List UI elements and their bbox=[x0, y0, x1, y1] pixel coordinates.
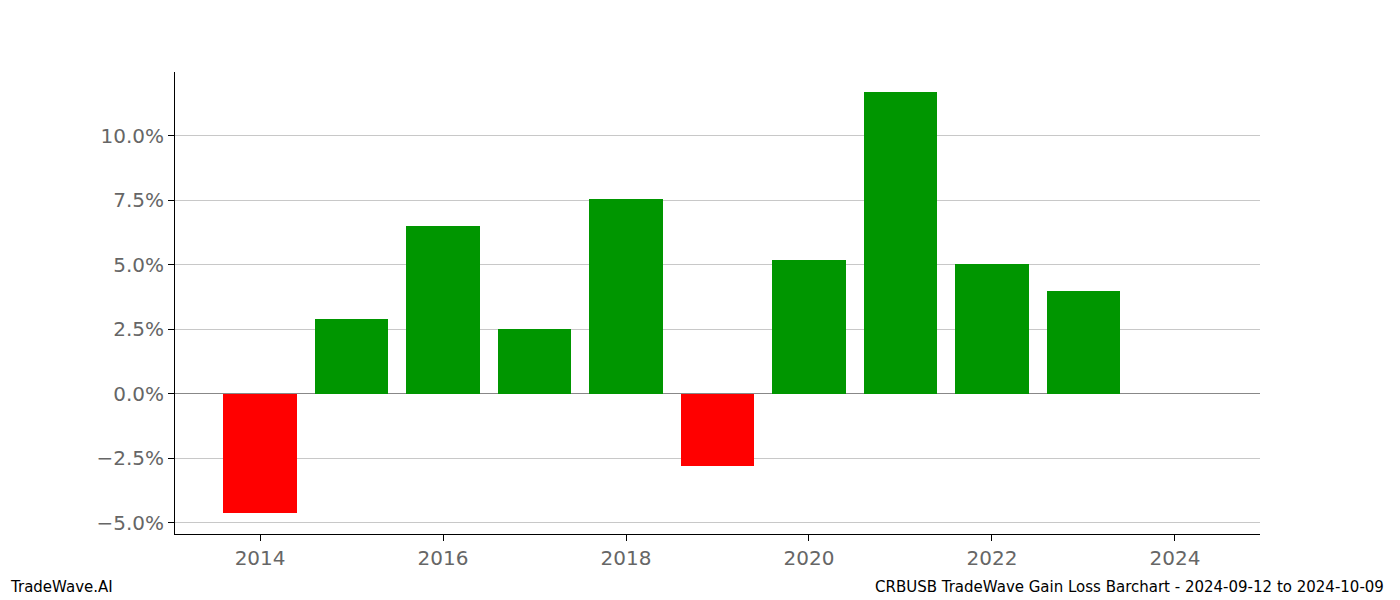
svg-text:2.5%: 2.5% bbox=[113, 317, 164, 341]
svg-text:2016: 2016 bbox=[418, 546, 469, 570]
svg-text:2024: 2024 bbox=[1149, 546, 1200, 570]
svg-text:10.0%: 10.0% bbox=[100, 124, 164, 148]
svg-text:2014: 2014 bbox=[235, 546, 286, 570]
svg-text:0.0%: 0.0% bbox=[113, 382, 164, 406]
svg-text:TradeWave.AI: TradeWave.AI bbox=[10, 578, 113, 596]
svg-text:5.0%: 5.0% bbox=[113, 253, 164, 277]
svg-text:CRBUSB TradeWave Gain Loss Bar: CRBUSB TradeWave Gain Loss Barchart - 20… bbox=[875, 578, 1384, 596]
svg-text:2022: 2022 bbox=[966, 546, 1017, 570]
svg-text:−2.5%: −2.5% bbox=[96, 446, 164, 470]
svg-text:2020: 2020 bbox=[784, 546, 835, 570]
svg-text:2018: 2018 bbox=[601, 546, 652, 570]
svg-text:7.5%: 7.5% bbox=[113, 188, 164, 212]
svg-text:−5.0%: −5.0% bbox=[96, 511, 164, 535]
